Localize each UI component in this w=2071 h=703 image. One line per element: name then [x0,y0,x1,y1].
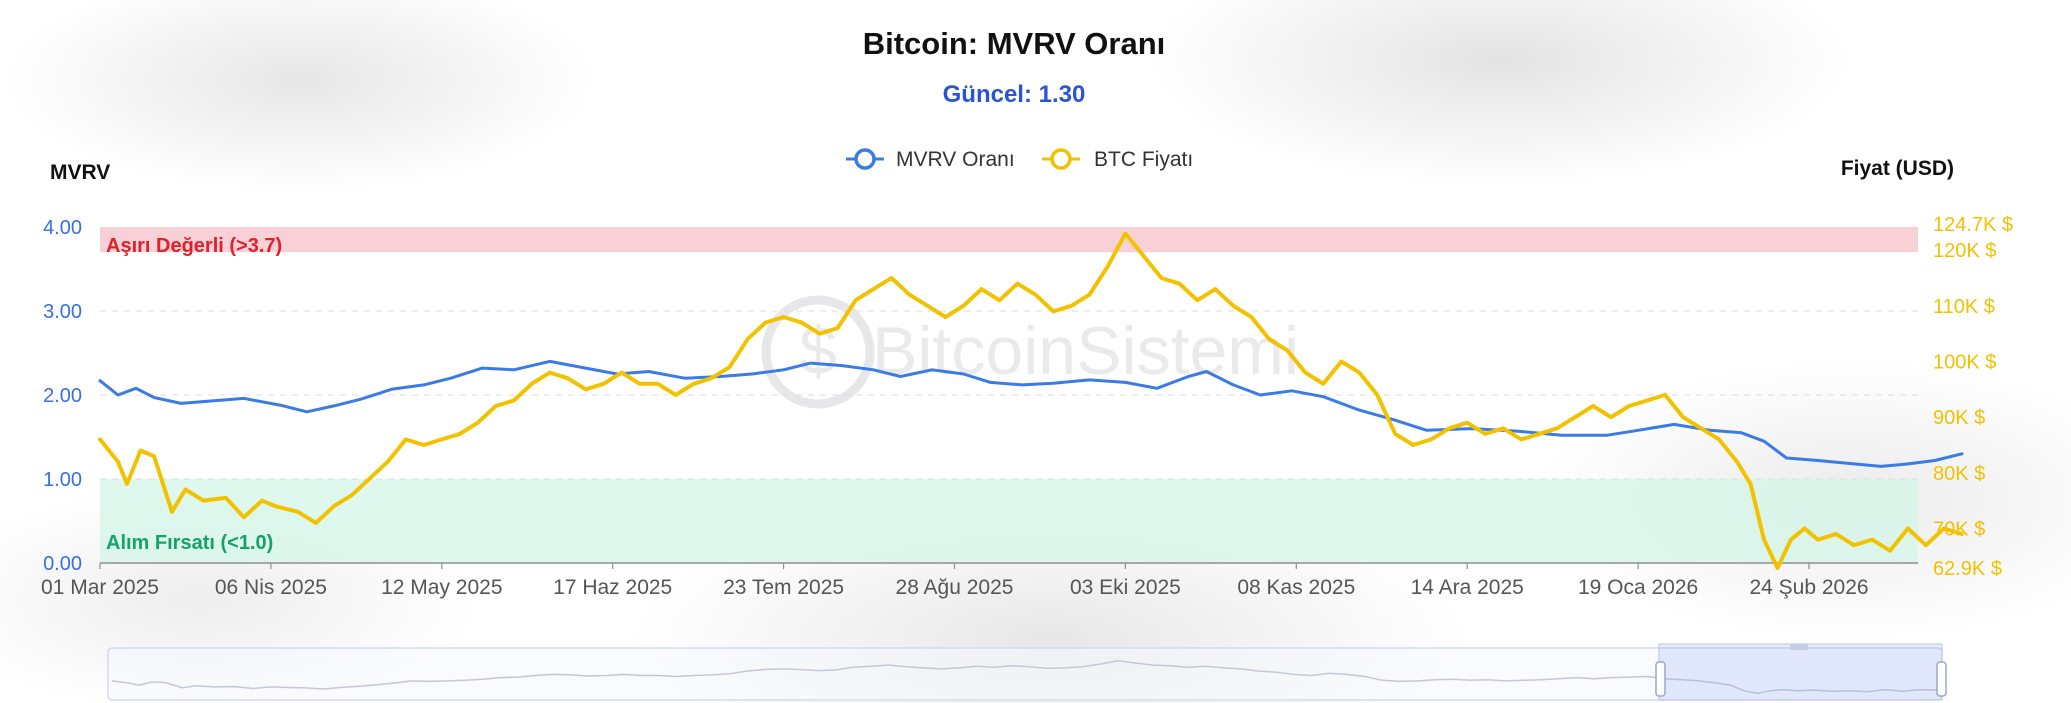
y-left-tick-label: 3.00 [43,301,82,323]
y-right-tick-label: 70K $ [1933,518,1985,540]
x-ticks: 01 Mar 2025 06 Nis 2025 12 May 2025 17 Haz … [41,563,1869,599]
y-right-ticks: 124.7K $ 120K $ 110K $ 100K $ 90K $ 80K $ 70K … [1933,214,2013,580]
lines-layer [98,231,1964,570]
zoom-move-grip[interactable] [1790,644,1808,650]
x-tick-label: 28 Ağu 2025 [896,576,1014,599]
x-tick-label: 08 Kas 2025 [1237,576,1355,599]
y-right-tick-label: 124.7K $ [1933,214,2013,236]
x-tick-label: 03 Eki 2025 [1070,576,1181,599]
chart-title: Bitcoin: MVRV Oranı [863,26,1166,61]
y-right-tick-label: 62.9K $ [1933,558,2002,580]
y-left-tick-label: 4.00 [43,217,82,239]
y-right-tick-label: 80K $ [1933,463,1985,485]
zone-band-1 [100,479,1918,563]
y-right-tick-label: 90K $ [1933,407,1985,429]
y-right-tick-label: 100K $ [1933,351,1996,373]
x-tick-label: 01 Mar 2025 [41,576,159,599]
zoom-preview-line [111,660,1939,695]
y-right-tick-label: 110K $ [1933,296,1995,318]
legend-btc-label: BTC Fiyatı [1094,148,1193,171]
y-left-axis-label: MVRV [50,161,110,184]
x-tick-label: 23 Tem 2025 [723,576,844,599]
x-tick-label: 06 Nis 2025 [215,576,327,599]
y-left-ticks: 4.00 3.00 2.00 1.00 0.00 [43,217,82,575]
legend-item-btc[interactable]: BTC Fiyatı [1042,148,1193,171]
watermark: $ BitcoinSistemi [761,295,1299,409]
legend-btc-marker [1050,148,1072,170]
chart-subtitle: Güncel: 1.30 [943,81,1086,108]
data-zoom-slider[interactable] [107,643,1947,701]
x-tick-label: 24 Şub 2026 [1749,576,1868,599]
x-tick-label: 17 Haz 2025 [553,576,672,599]
y-left-tick-label: 1.00 [43,469,82,491]
series-line-btc [98,231,1964,570]
zone-band-0 [100,227,1918,253]
y-right-tick-label: 120K $ [1933,240,1996,262]
zone-label-1: Alım Fırsatı (<1.0) [106,532,273,554]
y-right-axis-label: Fiyat (USD) [1841,157,1954,180]
x-tick-label: 14 Ara 2025 [1411,576,1524,599]
zoom-handle-right[interactable] [1936,661,1947,697]
legend-item-mvrv[interactable]: MVRV Oranı [846,148,1015,171]
legend-mvrv-label: MVRV Oranı [896,148,1015,171]
x-tick-label: 12 May 2025 [381,576,502,599]
zone-label-0: Aşırı Değerli (>3.7) [106,235,282,257]
zoom-handle-left[interactable] [1655,661,1666,697]
legend-mvrv-marker [854,148,876,170]
watermark-text: BitcoinSistemi [872,313,1299,389]
x-tick-label: 19 Oca 2026 [1578,576,1698,599]
grid-layer [100,310,1918,564]
zones-layer: Aşırı Değerli (>3.7) Alım Fırsatı (<1.0) [100,227,1918,563]
legend: MVRV Oranı BTC Fiyatı [846,148,1193,171]
series-line-mvrv [98,359,1964,468]
zoom-selected-range[interactable] [1658,643,1943,701]
y-left-tick-label: 2.00 [43,385,82,407]
y-left-tick-label: 0.00 [43,553,82,575]
watermark-logo-ring [761,295,875,409]
